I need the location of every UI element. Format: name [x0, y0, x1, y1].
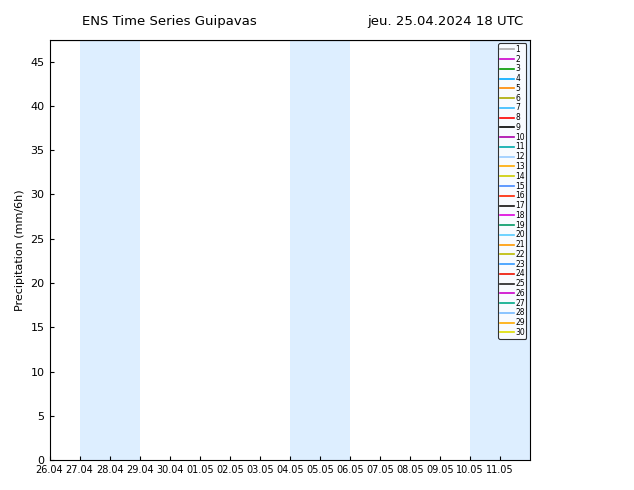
- Bar: [470, 40, 530, 460]
- Bar: [80, 40, 139, 460]
- Text: ENS Time Series Guipavas: ENS Time Series Guipavas: [82, 15, 257, 28]
- Legend: 1, 2, 3, 4, 5, 6, 7, 8, 9, 10, 11, 12, 13, 14, 15, 16, 17, 18, 19, 20, 21, 22, 2: 1, 2, 3, 4, 5, 6, 7, 8, 9, 10, 11, 12, 1…: [498, 43, 526, 339]
- Bar: [290, 40, 350, 460]
- Y-axis label: Precipitation (mm/6h): Precipitation (mm/6h): [15, 189, 25, 311]
- Text: jeu. 25.04.2024 18 UTC: jeu. 25.04.2024 18 UTC: [368, 15, 524, 28]
